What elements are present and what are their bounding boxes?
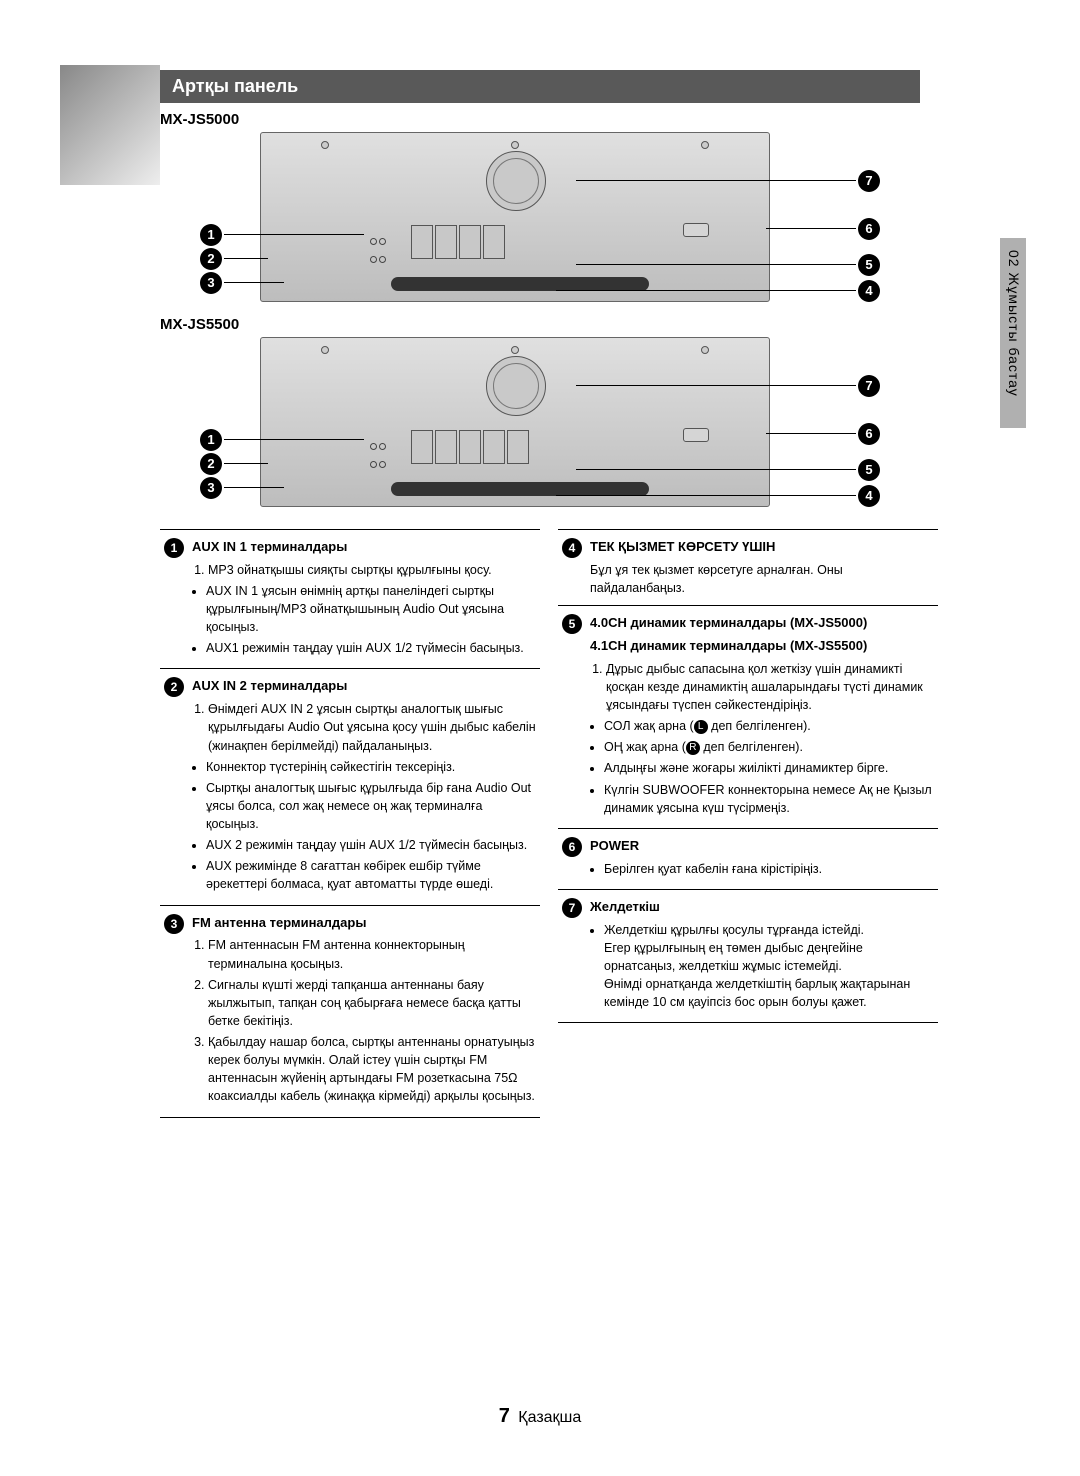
- right-desc-table: 4ТЕК ҚЫЗМЕТ КӨРСЕТУ ҮШІНБұл ұя тек қызме…: [558, 529, 938, 1023]
- left-column: 1AUX IN 1 терминалдарыMP3 ойнатқышы сияқ…: [160, 529, 540, 1118]
- callout-3: 3: [200, 272, 222, 294]
- page-number: 7: [499, 1405, 510, 1427]
- page-content: Артқы панель MX-JS5000 1 2 3 7 6 5 4 MX-…: [0, 0, 1080, 1158]
- rear-panel-illustration: [260, 132, 770, 302]
- callout-3b: 3: [200, 477, 222, 499]
- model-label-1: MX-JS5000: [160, 111, 990, 128]
- callout-7: 7: [858, 170, 880, 192]
- section-title: Артқы панель: [160, 70, 920, 103]
- description-columns: 1AUX IN 1 терминалдарыMP3 ойнатқышы сияқ…: [160, 529, 940, 1118]
- page-footer: 7 Қазақша: [0, 1405, 1080, 1428]
- callout-5: 5: [858, 254, 880, 276]
- callout-6b: 6: [858, 423, 880, 445]
- callout-2: 2: [200, 248, 222, 270]
- callout-1: 1: [200, 224, 222, 246]
- callout-7b: 7: [858, 375, 880, 397]
- right-column: 4ТЕК ҚЫЗМЕТ КӨРСЕТУ ҮШІНБұл ұя тек қызме…: [558, 529, 938, 1118]
- callout-4: 4: [858, 280, 880, 302]
- callout-4b: 4: [858, 485, 880, 507]
- side-tab-text: 02 Жұмысты бастау: [1006, 250, 1022, 397]
- callout-5b: 5: [858, 459, 880, 481]
- left-desc-table: 1AUX IN 1 терминалдарыMP3 ойнатқышы сияқ…: [160, 529, 540, 1118]
- model-label-2: MX-JS5500: [160, 316, 990, 333]
- callout-1b: 1: [200, 429, 222, 451]
- rear-panel-illustration-2: [260, 337, 770, 507]
- footer-language: Қазақша: [518, 1409, 581, 1426]
- diagram-mx-js5000: 1 2 3 7 6 5 4: [160, 132, 920, 310]
- callout-2b: 2: [200, 453, 222, 475]
- diagram-mx-js5500: 1 2 3 7 6 5 4: [160, 337, 920, 515]
- callout-6: 6: [858, 218, 880, 240]
